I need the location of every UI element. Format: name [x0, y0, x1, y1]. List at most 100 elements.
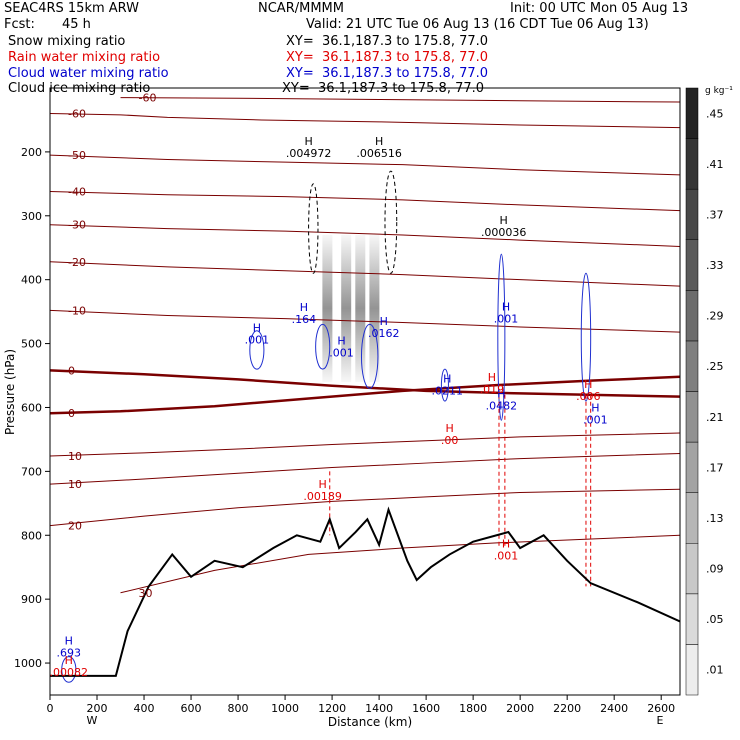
x-tick-label: 2200 [553, 702, 581, 715]
cloud-water-contour [315, 323, 331, 370]
maximum-value-label: .001 [329, 346, 354, 359]
colorbar-tick-label: .41 [706, 158, 724, 171]
maximum-marker: H [584, 378, 592, 391]
temperature-contour [50, 488, 680, 527]
contour-label: -60 [68, 108, 86, 121]
cloud-ice-contour [384, 170, 398, 274]
cloud-ice-contour [308, 183, 319, 274]
y-tick-label: 600 [21, 401, 42, 414]
colorbar-swatch [685, 391, 699, 443]
temperature-contour [50, 191, 680, 212]
maximum-marker: H [500, 214, 508, 227]
maximum-marker: H [445, 422, 453, 435]
temperature-contour [120, 534, 680, 594]
colorbar-swatch [685, 593, 699, 645]
colorbar-swatch [685, 87, 699, 139]
colorbar-swatch [685, 239, 699, 291]
maximum-value-label: .00082 [50, 666, 89, 679]
colorbar-tick-label: .01 [706, 664, 724, 677]
plot-frame [49, 87, 681, 696]
colorbar-swatch [685, 290, 699, 342]
maximum-value-label: .001 [494, 550, 519, 563]
y-tick-label: 200 [21, 146, 42, 159]
y-tick-label: 1000 [14, 657, 42, 670]
temperature-contour [50, 309, 680, 333]
temperature-contour [120, 97, 680, 103]
contour-label: -30 [68, 219, 86, 232]
colorbar-tick-label: .13 [706, 512, 724, 525]
maximum-value-label: .019 [480, 383, 505, 396]
maximum-marker: H [319, 478, 327, 491]
x-tick-label: 1800 [459, 702, 487, 715]
maximum-marker: H [65, 635, 73, 648]
x-tick-label: 200 [87, 702, 108, 715]
contour-label: 10 [68, 478, 82, 491]
colorbar-tick-label: .09 [706, 563, 724, 576]
x-tick-label: 1000 [271, 702, 299, 715]
maximum-marker: H [497, 387, 505, 400]
x-tick-label: 600 [181, 702, 202, 715]
cloud-water-contour [497, 253, 506, 421]
maximum-marker: H [65, 654, 73, 667]
temperature-contour [50, 369, 680, 398]
contour-label: -50 [68, 149, 86, 162]
cloud-water-contour [580, 272, 592, 402]
fcst-value: 45 h [62, 17, 91, 32]
field-name-rain: Rain water mixing ratio [8, 50, 161, 65]
x-tick-label: 1600 [412, 702, 440, 715]
maximum-value-label: .0162 [368, 327, 400, 340]
maximum-marker: H [443, 373, 451, 386]
snow-shading [369, 234, 380, 382]
colorbar-tick-label: .33 [706, 259, 724, 272]
maximum-value-label: .00189 [303, 490, 342, 503]
colorbar-unit: g kg⁻¹ [705, 86, 733, 96]
colorbar-tick-label: .21 [706, 411, 724, 424]
temperature-contour [50, 452, 680, 485]
cloud-water-contour [249, 330, 265, 370]
x-axis-title: Distance (km) [328, 715, 412, 729]
x-tick-label: 2400 [600, 702, 628, 715]
y-axis-title: Pressure (hPa) [3, 349, 17, 435]
colorbar-swatch [685, 340, 699, 392]
valid-time: Valid: 21 UTC Tue 06 Aug 13 (16 CDT Tue … [306, 17, 649, 32]
colorbar-swatch [685, 188, 699, 241]
field-name-cloud-water: Cloud water mixing ratio [8, 66, 169, 81]
colorbar-swatch [685, 138, 699, 190]
maximum-value-label: .0211 [432, 385, 464, 398]
contour-label: 0 [68, 364, 75, 377]
x-tick-label: 1400 [365, 702, 393, 715]
maximum-marker: H [375, 135, 383, 148]
maximum-marker: H [488, 371, 496, 384]
maximum-value-label: .164 [292, 313, 317, 326]
temperature-contour [50, 113, 680, 129]
x-tick-label: 400 [134, 702, 155, 715]
colorbar-swatch [685, 441, 699, 493]
x-tick-label: 1200 [318, 702, 346, 715]
field-xy-rain: XY= 36.1,187.3 to 175.8, 77.0 [286, 50, 489, 65]
colorbar-swatch [685, 492, 699, 544]
y-tick-label: 300 [21, 210, 42, 223]
contour-label: -40 [68, 186, 86, 199]
maximum-value-label: .0482 [486, 399, 518, 412]
colorbar-tick-label: .25 [706, 360, 724, 373]
maximum-marker: H [300, 301, 308, 314]
colorbar-tick-label: .45 [706, 107, 724, 120]
maximum-value-label: .001 [583, 413, 608, 426]
maximum-value-label: .001 [494, 312, 519, 325]
maximum-value-label: .00 [441, 434, 459, 447]
colorbar-tick-label: .37 [706, 208, 724, 221]
colorbar-tick-label: .17 [706, 461, 724, 474]
model-title: SEAC4RS 15km ARW [4, 1, 140, 16]
contour-label: 0 [68, 407, 75, 420]
maximum-marker: H [304, 135, 312, 148]
maximum-value-label: .006516 [356, 147, 402, 160]
contour-label: -10 [68, 304, 86, 317]
maximum-value-label: .004972 [286, 147, 332, 160]
contour-label: 10 [68, 450, 82, 463]
temperature-contour [50, 375, 680, 415]
temperature-contour [50, 154, 680, 176]
maximum-value-label: .693 [57, 647, 82, 660]
maximum-marker: H [591, 401, 599, 414]
temperature-contour [50, 261, 680, 287]
